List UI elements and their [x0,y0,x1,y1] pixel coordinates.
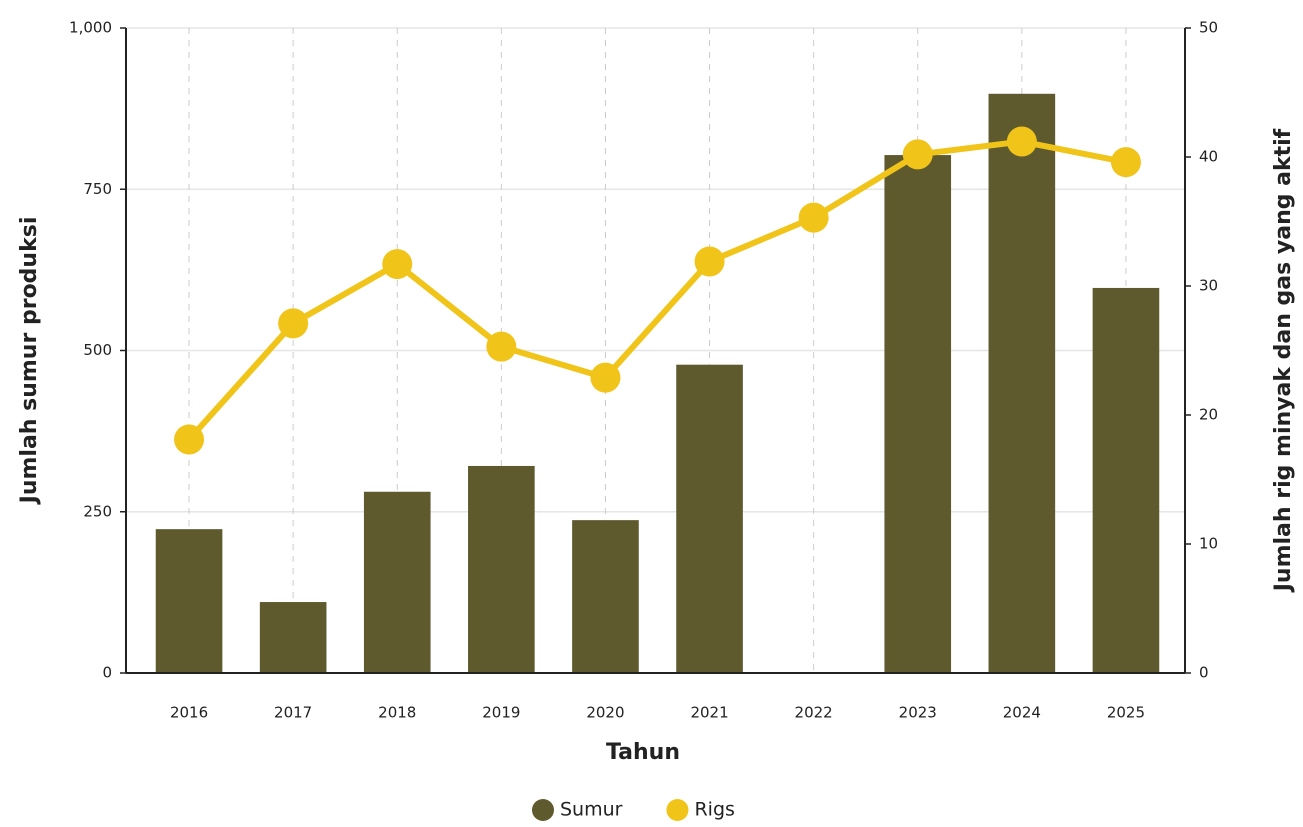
y2-tick-label: 0 [1199,664,1209,682]
y-tick-label: 1,000 [69,19,112,37]
y2-axis-label: Jumlah rig minyak dan gas yang aktif [1271,128,1296,593]
bar [1092,287,1160,673]
bar [468,465,535,673]
x-tick-label: 2024 [1003,704,1041,722]
x-tick-label: 2022 [795,704,833,722]
x-tick-label: 2017 [274,704,312,722]
y-tick-label: 0 [102,664,112,682]
y-tick-label: 750 [83,180,112,198]
x-axis-label: Tahun [606,740,680,765]
line-marker [382,249,413,280]
x-tick-label: 2019 [482,704,520,722]
x-tick-label: 2018 [378,704,416,722]
legend-label: Rigs [694,799,734,821]
x-tick-label: 2025 [1107,704,1145,722]
x-tick-label: 2023 [899,704,937,722]
line-marker [798,202,829,233]
x-tick-label: 2016 [170,704,208,722]
y-tick-label: 500 [83,341,112,359]
bar [572,520,639,673]
line-marker [278,308,309,339]
bar [259,602,327,673]
line-marker [902,139,933,170]
y2-tick-label: 50 [1199,19,1218,37]
bar [676,364,743,673]
y-axis-label: Jumlah sumur produksi [17,217,42,506]
line-marker [694,246,725,277]
line-marker [590,362,621,393]
line-marker [1110,147,1141,178]
y2-tick-label: 20 [1199,406,1218,424]
line-marker [1006,126,1037,157]
y-tick-label: 250 [83,502,112,520]
legend-swatch [666,799,689,821]
line-marker [486,331,517,362]
y2-tick-label: 10 [1199,535,1218,553]
bar [988,93,1056,674]
y2-tick-label: 40 [1199,148,1218,166]
x-tick-label: 2021 [690,704,728,722]
bar [884,155,952,673]
legend-label: Sumur [560,799,623,821]
x-tick-label: 2020 [586,704,624,722]
line-marker [174,424,205,455]
legend-swatch [532,799,554,821]
bar [155,529,223,673]
line [186,138,1127,442]
y2-tick-label: 30 [1199,277,1218,295]
bar [363,491,431,673]
